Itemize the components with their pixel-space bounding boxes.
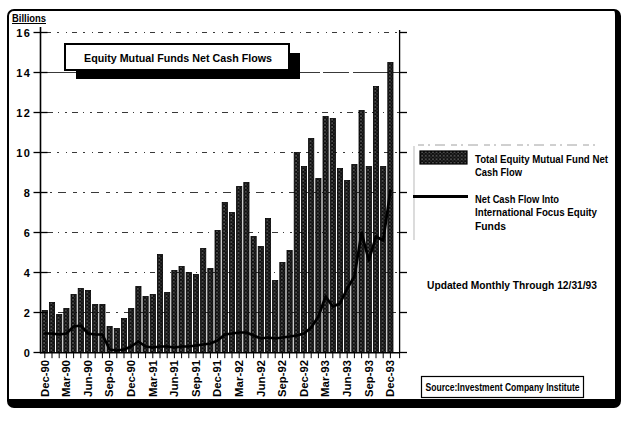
x-axis-label: Dec-90 (125, 360, 137, 397)
bar-month-19 (179, 267, 184, 353)
bar-month-36 (301, 167, 306, 353)
y-axis-label: 10 (16, 147, 31, 159)
bar-month-42 (345, 181, 350, 353)
chart-title: Equity Mutual Funds Net Cash Flows (84, 52, 272, 64)
bar-month-46 (373, 87, 378, 353)
bar-month-6 (85, 291, 90, 353)
y-axis-label: 4 (24, 267, 31, 279)
bar-month-7 (93, 305, 98, 353)
y-axis-label: 2 (24, 307, 31, 319)
y-axis-label: 16 (16, 27, 31, 39)
x-axis-label: Sep-91 (190, 360, 202, 397)
x-axis-label: Dec-93 (384, 360, 396, 397)
bar-month-22 (201, 249, 206, 353)
x-axis-label: Jun-90 (82, 360, 94, 397)
x-axis-label: Dec-90 (39, 360, 51, 397)
updated-note: Updated Monthly Through 12/31/93 (427, 280, 597, 291)
bar-month-26 (229, 213, 234, 353)
y-axis-label: 14 (16, 67, 31, 79)
bar-month-0 (42, 311, 47, 353)
x-axis-label: Mar-93 (319, 360, 331, 397)
equity-cash-flows-chart: Dec-90 Mar-90 Jun-90 Sep-90 Dec-90 Mar-91 Jun-… (0, 0, 634, 423)
bar-month-25 (222, 203, 227, 353)
x-axis-label: Mar-92 (233, 360, 245, 397)
bar-month-32 (273, 281, 278, 353)
bar-month-37 (309, 139, 314, 353)
bar-month-23 (208, 269, 213, 353)
x-axis-label: Jun-91 (168, 360, 180, 397)
x-axis-label: Mar-90 (60, 360, 72, 397)
y-axis-label: 0 (24, 347, 31, 359)
legend-bar-label-line1: Total Equity Mutual Fund Net (475, 154, 609, 165)
x-axis-label: Jun-92 (255, 360, 267, 397)
bar-month-40 (330, 119, 335, 353)
bar-month-39 (323, 117, 328, 353)
x-axis-label: Sep-93 (363, 360, 375, 397)
bar-month-28 (244, 183, 249, 353)
legend: Total Equity Mutual Fund Net Cash Flow N… (413, 145, 609, 240)
legend-bar-swatch (420, 151, 467, 164)
bar-month-41 (337, 169, 342, 353)
bar-month-16 (157, 255, 162, 353)
bar-month-47 (381, 167, 386, 353)
bar-month-17 (165, 293, 170, 353)
bar-month-31 (265, 219, 270, 353)
bar-month-15 (150, 295, 155, 353)
bar-month-35 (294, 153, 299, 353)
legend-line-label-line3: Funds (475, 221, 506, 232)
x-axis-label: Jun-93 (341, 360, 353, 397)
bar-month-24 (215, 231, 220, 353)
y-axis-label: 6 (24, 227, 31, 239)
legend-bar-label-line2: Cash Flow (475, 167, 522, 178)
y-axis-title: Billions (12, 13, 46, 24)
bar-month-21 (193, 275, 198, 353)
x-axis-label: Sep-90 (103, 360, 115, 397)
bar-month-5 (78, 289, 83, 353)
bar-month-20 (186, 273, 191, 353)
x-axis-label: Sep-92 (276, 360, 288, 397)
bar-month-4 (71, 295, 76, 353)
scanned-chart-page: Dec-90 Mar-90 Jun-90 Sep-90 Dec-90 Mar-91 Jun-… (0, 0, 634, 423)
legend-line-label-line1: Net Cash Flow Into (475, 194, 559, 205)
source-box: Source:Investment Company Institute (422, 377, 584, 398)
x-axis-label: Mar-91 (147, 360, 159, 397)
bar-month-1 (49, 303, 54, 353)
source-note: Source:Investment Company Institute (426, 382, 580, 393)
legend-line-label-line2: International Focus Equity (475, 207, 597, 218)
y-axis-label: 12 (16, 107, 31, 119)
bar-month-18 (172, 271, 177, 353)
bar-month-27 (237, 187, 242, 353)
bar-month-38 (316, 179, 321, 353)
bar-month-8 (100, 305, 105, 353)
title-box: Equity Mutual Funds Net Cash Flows (65, 44, 300, 79)
y-axis-label: 8 (24, 187, 31, 199)
x-axis-label: Dec-92 (298, 360, 310, 397)
x-axis-label: Dec-91 (211, 360, 223, 397)
